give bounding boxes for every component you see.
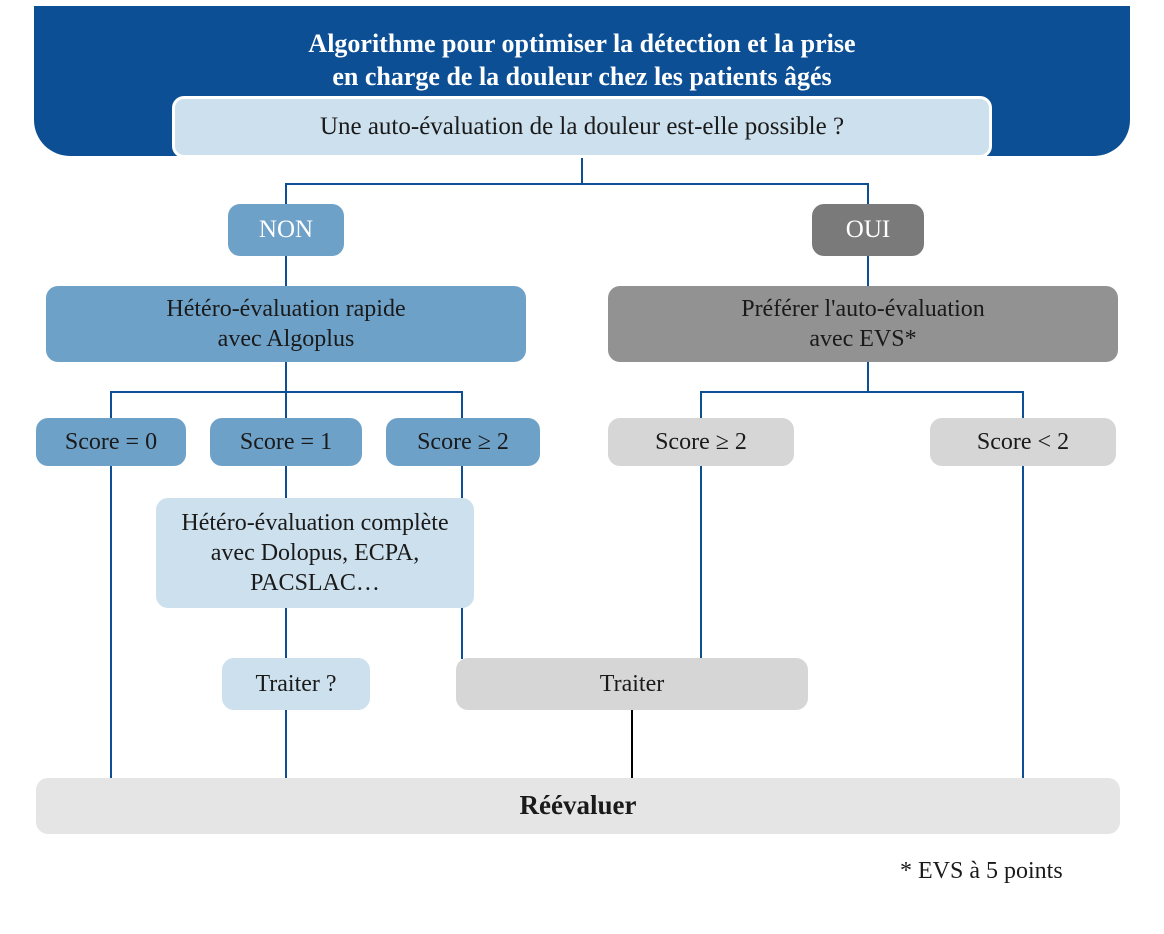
header-line1: Algorithme pour optimiser la détection e… <box>308 28 855 61</box>
score-ge2-left-box: Score ≥ 2 <box>386 418 540 466</box>
score-ge2-right-box: Score ≥ 2 <box>608 418 794 466</box>
branch-non: NON <box>228 204 344 256</box>
question-box: Une auto-évaluation de la douleur est-el… <box>172 96 992 158</box>
header-line2: en charge de la douleur chez les patient… <box>332 61 831 94</box>
hetero-complete-box: Hétéro-évaluation complète avec Dolopus,… <box>156 498 474 608</box>
traiter-box: Traiter <box>456 658 808 710</box>
reevaluer-box: Réévaluer <box>36 778 1120 834</box>
hetero-rapide-line2: avec Algoplus <box>218 324 355 354</box>
score-1-text: Score = 1 <box>240 427 332 457</box>
branch-oui-label: OUI <box>846 214 890 245</box>
traiter-question-text: Traiter ? <box>255 669 336 699</box>
reevaluer-text: Réévaluer <box>520 789 637 823</box>
hetero-complete-line3: PACSLAC… <box>250 568 380 598</box>
branch-oui: OUI <box>812 204 924 256</box>
auto-eval-box: Préférer l'auto-évaluation avec EVS* <box>608 286 1118 362</box>
hetero-complete-line1: Hétéro-évaluation complète <box>181 508 448 538</box>
hetero-complete-line2: avec Dolopus, ECPA, <box>211 538 419 568</box>
flowchart-canvas: Algorithme pour optimiser la détection e… <box>0 0 1164 934</box>
hetero-rapide-line1: Hétéro-évaluation rapide <box>166 294 405 324</box>
score-lt2-text: Score < 2 <box>977 427 1069 457</box>
auto-eval-line2: avec EVS* <box>809 324 916 354</box>
footnote-text: * EVS à 5 points <box>900 858 1063 885</box>
branch-non-label: NON <box>259 214 313 245</box>
score-0-text: Score = 0 <box>65 427 157 457</box>
score-0-box: Score = 0 <box>36 418 186 466</box>
question-text: Une auto-évaluation de la douleur est-el… <box>320 111 844 142</box>
score-ge2-right-text: Score ≥ 2 <box>655 427 747 457</box>
score-ge2-left-text: Score ≥ 2 <box>417 427 509 457</box>
traiter-text: Traiter <box>600 669 664 699</box>
hetero-rapide-box: Hétéro-évaluation rapide avec Algoplus <box>46 286 526 362</box>
traiter-question-box: Traiter ? <box>222 658 370 710</box>
score-1-box: Score = 1 <box>210 418 362 466</box>
score-lt2-box: Score < 2 <box>930 418 1116 466</box>
auto-eval-line1: Préférer l'auto-évaluation <box>741 294 985 324</box>
